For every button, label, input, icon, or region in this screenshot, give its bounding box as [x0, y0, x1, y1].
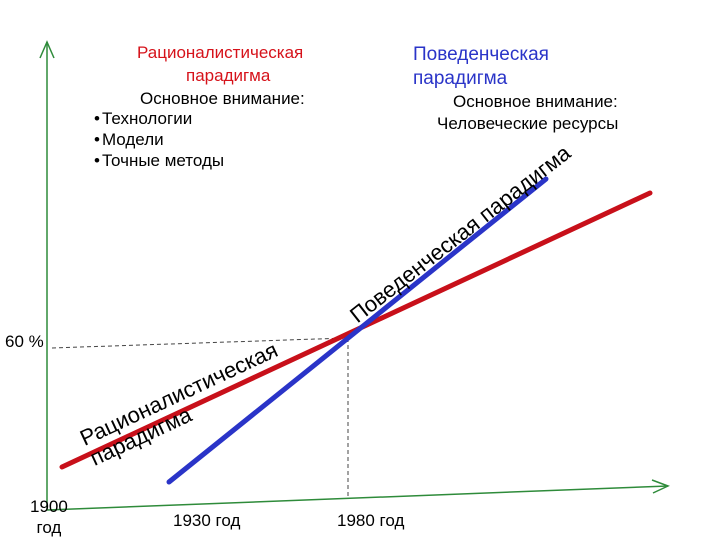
x-label-1930-year: 1930 год	[173, 511, 241, 530]
x-axis-arrow	[651, 479, 670, 494]
rational-bullet-item: Модели	[94, 129, 224, 150]
rational-title-line2: парадигма	[186, 66, 271, 85]
y-marker-60-percent: 60 %	[5, 332, 44, 351]
y-axis-arrow	[39, 40, 55, 59]
rational-bullet-item: Точные методы	[94, 150, 224, 171]
behavioral-title-line1: Поведенческая	[413, 44, 549, 65]
rational-title-line1: Рационалистическая	[137, 43, 304, 62]
rational-focus-label: Основное внимание:	[140, 89, 305, 108]
behavioral-focus-label: Основное внимание:	[453, 92, 618, 111]
behavioral-title-line2: парадигма	[413, 68, 508, 89]
x-axis	[46, 485, 669, 511]
behavioral-focus-item: Человеческие ресурсы	[437, 114, 619, 133]
behavioral-paradigm-line	[166, 176, 549, 485]
rational-bullet-item: Технологии	[94, 108, 224, 129]
rational-bullet-list: Технологии Модели Точные методы	[94, 108, 224, 171]
x-label-1900-year: 1900 год	[30, 497, 68, 537]
x-label-1980-year: 1980 год	[337, 511, 405, 530]
level-60-dashed-line	[51, 337, 347, 349]
